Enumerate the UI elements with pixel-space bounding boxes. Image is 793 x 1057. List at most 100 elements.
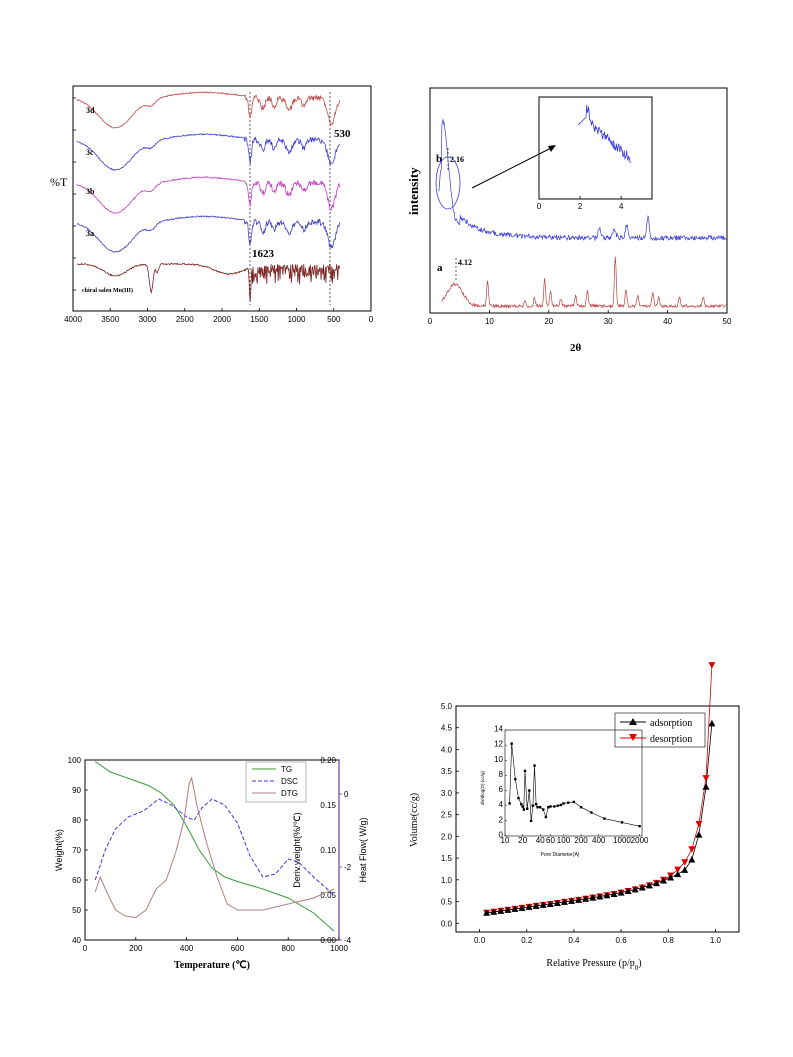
thermal-panel: Weight(%) Deriv.weight(%/℃) Heat Flow( W… bbox=[54, 756, 368, 971]
bet-adsorption-point bbox=[660, 876, 668, 884]
bet-y-tick-label: 2.0 bbox=[441, 832, 453, 841]
thermal-ticks: 0 200 400 600 800 1000 40 50 60 70 80 90 100 0.00 0.05… bbox=[68, 756, 352, 953]
xrd-x-tick-label: 20 bbox=[544, 317, 553, 326]
ftir-series-label-3d: 3d bbox=[86, 106, 95, 115]
ftir-series-label-3b: 3b bbox=[86, 187, 95, 196]
bet-y-tick-label: 4.5 bbox=[441, 724, 453, 733]
bet-inset-point bbox=[517, 796, 520, 800]
bet-desorption-point bbox=[708, 662, 716, 669]
bet-desorption-point bbox=[681, 859, 689, 866]
thermal-xlabel: Temperature (℃) bbox=[174, 960, 250, 971]
bet-x-tick-label: 1.0 bbox=[710, 936, 722, 945]
xrd-inset-tick-label: 4 bbox=[619, 202, 624, 211]
legend-swatch-adsorption-marker bbox=[629, 718, 637, 725]
ftir-series-label-3c: 3c bbox=[86, 148, 94, 157]
bet-adsorption-point bbox=[568, 897, 576, 904]
bet-adsorption-point bbox=[624, 887, 632, 895]
bet-adsorption-point bbox=[518, 904, 526, 911]
bet-inset-frame bbox=[504, 729, 643, 837]
ftir-x-tick-label: 3000 bbox=[139, 315, 157, 324]
bet-adsorption-point bbox=[589, 894, 597, 901]
xrd-series-b bbox=[438, 119, 727, 242]
bet-adsorption-point bbox=[525, 903, 533, 910]
bet-y-tick-label: 0.5 bbox=[441, 898, 453, 907]
bet-inset-point bbox=[562, 802, 565, 805]
bet-adsorption-point bbox=[490, 908, 498, 915]
bet-series bbox=[483, 662, 716, 917]
bet-adsorption-point bbox=[610, 890, 618, 897]
bet-inset-point bbox=[522, 808, 526, 811]
bet-adsorption-point bbox=[539, 901, 547, 908]
thermal-y-tick-label: 80 bbox=[72, 816, 81, 825]
bet-adsorption-point bbox=[560, 898, 568, 905]
bet-adsorption-point bbox=[681, 866, 689, 873]
thermal-x-tick-label: 1000 bbox=[330, 944, 348, 953]
bet-y-tick-label: 3.0 bbox=[441, 789, 453, 798]
legend-swatch-desorption-marker bbox=[629, 734, 637, 741]
thermal-x-tick-label: 200 bbox=[129, 944, 143, 953]
bet-y-tick-label: 0.0 bbox=[441, 919, 453, 928]
bet-inset-point bbox=[514, 778, 517, 781]
bet-adsorption-point bbox=[674, 870, 682, 878]
bet-inset-point bbox=[553, 805, 556, 808]
bet-inset-y-tick-label: 0 bbox=[499, 831, 504, 840]
xrd-panel: intensity 2θ 0 10 20 30 40 50 b 2.16 a 4.12 0… bbox=[406, 87, 732, 354]
thermal-series-dsc bbox=[94, 798, 335, 896]
bet-inset-x-tick-label: 2000 bbox=[631, 836, 649, 845]
bet-adsorption-point bbox=[688, 856, 696, 863]
bet-adsorption-point bbox=[575, 896, 583, 903]
ftir-series-3a bbox=[76, 215, 340, 253]
thermal-ylabel-right2: Heat Flow( W/g) bbox=[358, 817, 368, 882]
bet-adsorption-line bbox=[486, 723, 713, 914]
xrd-peak-label-b: 2.16 bbox=[450, 155, 464, 164]
ftir-annotation-1623: 1623 bbox=[252, 248, 275, 260]
bet-y-tick-label: 4.0 bbox=[441, 745, 453, 754]
thermal-y2-tick-label: 0.20 bbox=[320, 756, 336, 765]
bet-inset-point bbox=[536, 806, 539, 809]
bet-inset-point bbox=[603, 817, 606, 820]
bet-x-tick-label: 0.4 bbox=[568, 936, 580, 945]
thermal-y-tick-label: 100 bbox=[68, 756, 82, 765]
bet-adsorption-point bbox=[638, 884, 646, 891]
xrd-series-label-b: b bbox=[436, 153, 442, 165]
bet-x-tick-label: 0.2 bbox=[521, 936, 533, 945]
ftir-series-label-3a: 3a bbox=[86, 229, 94, 238]
bet-inset-x-tick-label: 60 bbox=[546, 836, 555, 845]
bet-inset-point bbox=[521, 805, 524, 808]
bet-inset-point bbox=[539, 806, 542, 809]
bet-inset-y-tick-label: 4 bbox=[499, 800, 504, 809]
legend-label-tg: TG bbox=[281, 765, 292, 774]
bet-inset-point bbox=[534, 803, 538, 806]
bet-adsorption-point bbox=[631, 885, 639, 893]
xrd-frame bbox=[429, 87, 728, 314]
bet-inset-x-tick-label: 1000 bbox=[613, 836, 631, 845]
bet-inset-point bbox=[638, 824, 641, 828]
bet-xlabel-main: Relative Pressure (p/p bbox=[546, 958, 634, 969]
thermal-x-tick-label: 800 bbox=[282, 944, 296, 953]
thermal-ylabel-right1: Deriv.weight(%/℃) bbox=[292, 812, 302, 887]
ftir-series bbox=[76, 91, 340, 302]
bet-y-tick-label: 5.0 bbox=[441, 702, 453, 711]
bet-desorption-point bbox=[702, 775, 710, 782]
thermal-y3-tick-label: 0 bbox=[344, 790, 349, 799]
bet-inset-ylabel: dV/dlog(D) (cc/g) bbox=[480, 770, 485, 805]
xrd-pointer-arrowhead bbox=[548, 145, 556, 152]
ftir-x-tick-label: 0 bbox=[369, 315, 374, 324]
bet-xlabel-sub: 0 bbox=[635, 964, 639, 972]
bet-inset-point bbox=[523, 769, 527, 773]
bet-y-tick-label: 1.5 bbox=[441, 854, 453, 863]
bet-adsorption-point bbox=[511, 905, 519, 912]
ftir-x-tick-label: 2000 bbox=[213, 315, 231, 324]
xrd-x-tick-label: 0 bbox=[428, 317, 433, 326]
thermal-y-tick-label: 60 bbox=[72, 876, 81, 885]
bet-inset-point bbox=[556, 804, 560, 807]
bet-inset-point bbox=[508, 802, 511, 805]
bet-inset-point bbox=[529, 819, 533, 823]
bet-inset-x-tick-label: 40 bbox=[536, 836, 545, 845]
bet-x-tick-label: 0.6 bbox=[616, 936, 628, 945]
legend-label-dtg: DTG bbox=[281, 789, 298, 798]
thermal-y3-tick-label: -4 bbox=[344, 936, 352, 945]
thermal-y2-tick-label: 0.00 bbox=[320, 936, 336, 945]
legend-label-dsc: DSC bbox=[281, 777, 298, 786]
